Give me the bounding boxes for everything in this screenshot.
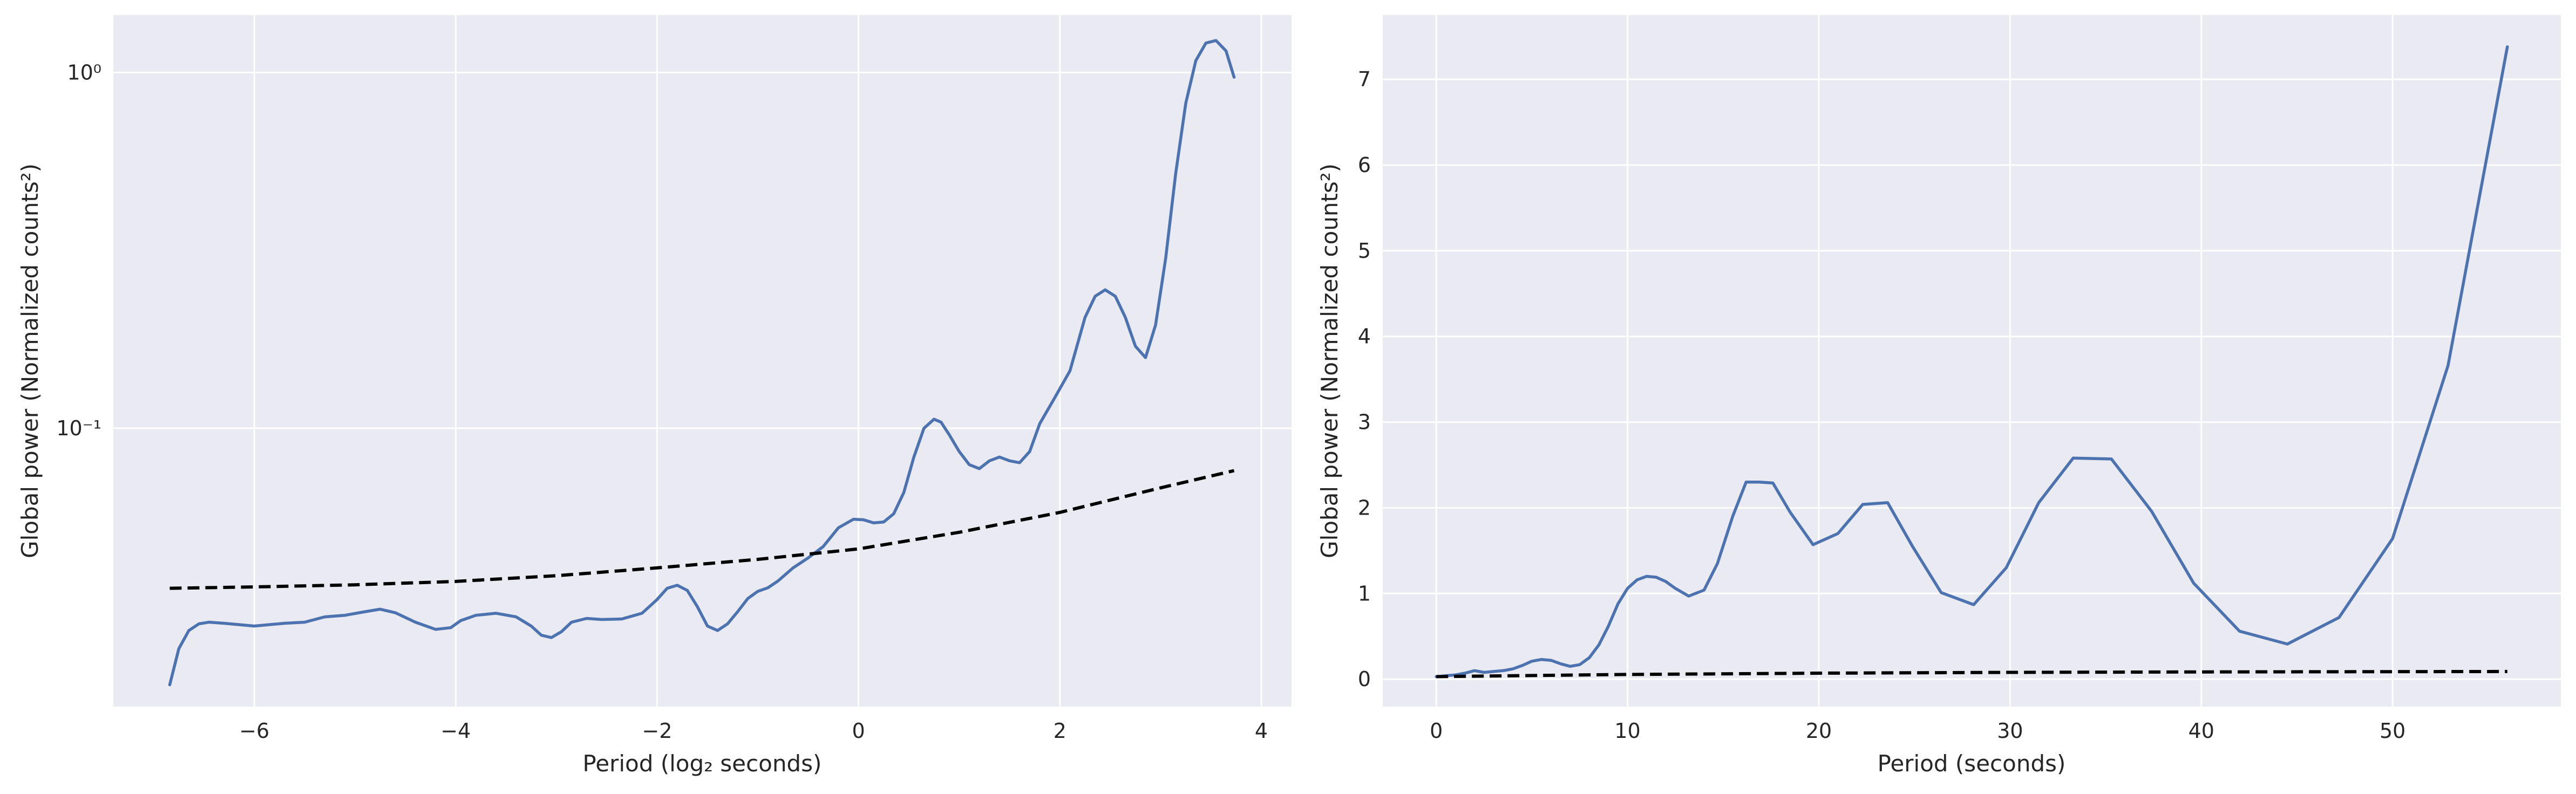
left-gridlines (113, 15, 1292, 707)
right-plot-area (1383, 15, 2561, 707)
right-y-tick-label: 6 (1358, 153, 1371, 177)
left-x-axis-label: Period (log₂ seconds) (583, 750, 822, 777)
right-y-tick-label: 5 (1358, 239, 1371, 263)
left-x-tick-label: 0 (852, 719, 865, 743)
left-y-axis-label: Global power (Normalized counts²) (17, 163, 43, 558)
right-tick-labels: 0 10 20 30 40 50 0 1 2 3 4 5 6 7 (1358, 67, 2406, 743)
right-y-tick-label: 4 (1358, 325, 1371, 348)
left-x-tick-label: −2 (642, 719, 672, 743)
right-x-axis-label: Period (seconds) (1878, 750, 2066, 777)
left-tick-labels: −6 −4 −2 0 2 4 10⁻¹ 10⁰ (56, 60, 1268, 743)
right-x-tick-label: 50 (2380, 719, 2405, 743)
right-y-tick-label: 7 (1358, 67, 1371, 91)
right-y-axis-label: Global power (Normalized counts²) (1316, 163, 1343, 558)
right-x-tick-label: 10 (1614, 719, 1640, 743)
left-x-tick-label: 4 (1255, 719, 1268, 743)
left-y-tick-label: 10⁰ (67, 60, 101, 84)
right-chart-panel: 0 10 20 30 40 50 0 1 2 3 4 5 6 7 Period (seconds) Glo… (1316, 15, 2561, 777)
left-chart-panel: −6 −4 −2 0 2 4 10⁻¹ 10⁰ Period (log₂ seconds) G… (17, 15, 1292, 777)
right-y-tick-label: 2 (1358, 496, 1371, 519)
right-x-tick-label: 20 (1806, 719, 1832, 743)
right-dashed-reference-line (1436, 669, 2507, 679)
left-power-line (168, 39, 1236, 687)
left-x-tick-label: 2 (1053, 719, 1066, 743)
right-x-tick-label: 30 (1997, 719, 2023, 743)
right-series-lines (1435, 45, 2509, 679)
left-y-tick-label: 10⁻¹ (56, 416, 101, 440)
left-plot-area (113, 15, 1292, 707)
right-power-line (1435, 45, 2509, 679)
left-series-lines (168, 39, 1236, 687)
right-y-tick-label: 1 (1358, 581, 1371, 605)
right-y-tick-label: 3 (1358, 410, 1371, 434)
right-x-tick-label: 0 (1430, 719, 1443, 743)
right-x-tick-label: 40 (2188, 719, 2214, 743)
right-y-tick-label: 0 (1358, 667, 1371, 691)
left-dashed-reference-line (169, 469, 1235, 590)
left-x-tick-label: −4 (440, 719, 471, 743)
left-x-tick-label: −6 (239, 719, 269, 743)
